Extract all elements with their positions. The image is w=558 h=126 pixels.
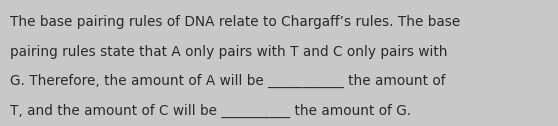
Text: pairing rules state that A only pairs with T and C only pairs with: pairing rules state that A only pairs wi… [10, 45, 448, 59]
Text: G. Therefore, the amount of A will be ___________ the amount of: G. Therefore, the amount of A will be __… [10, 74, 445, 88]
Text: The base pairing rules of DNA relate to Chargaff’s rules. The base: The base pairing rules of DNA relate to … [10, 15, 460, 29]
Text: T, and the amount of C will be __________ the amount of G.: T, and the amount of C will be _________… [10, 104, 411, 118]
